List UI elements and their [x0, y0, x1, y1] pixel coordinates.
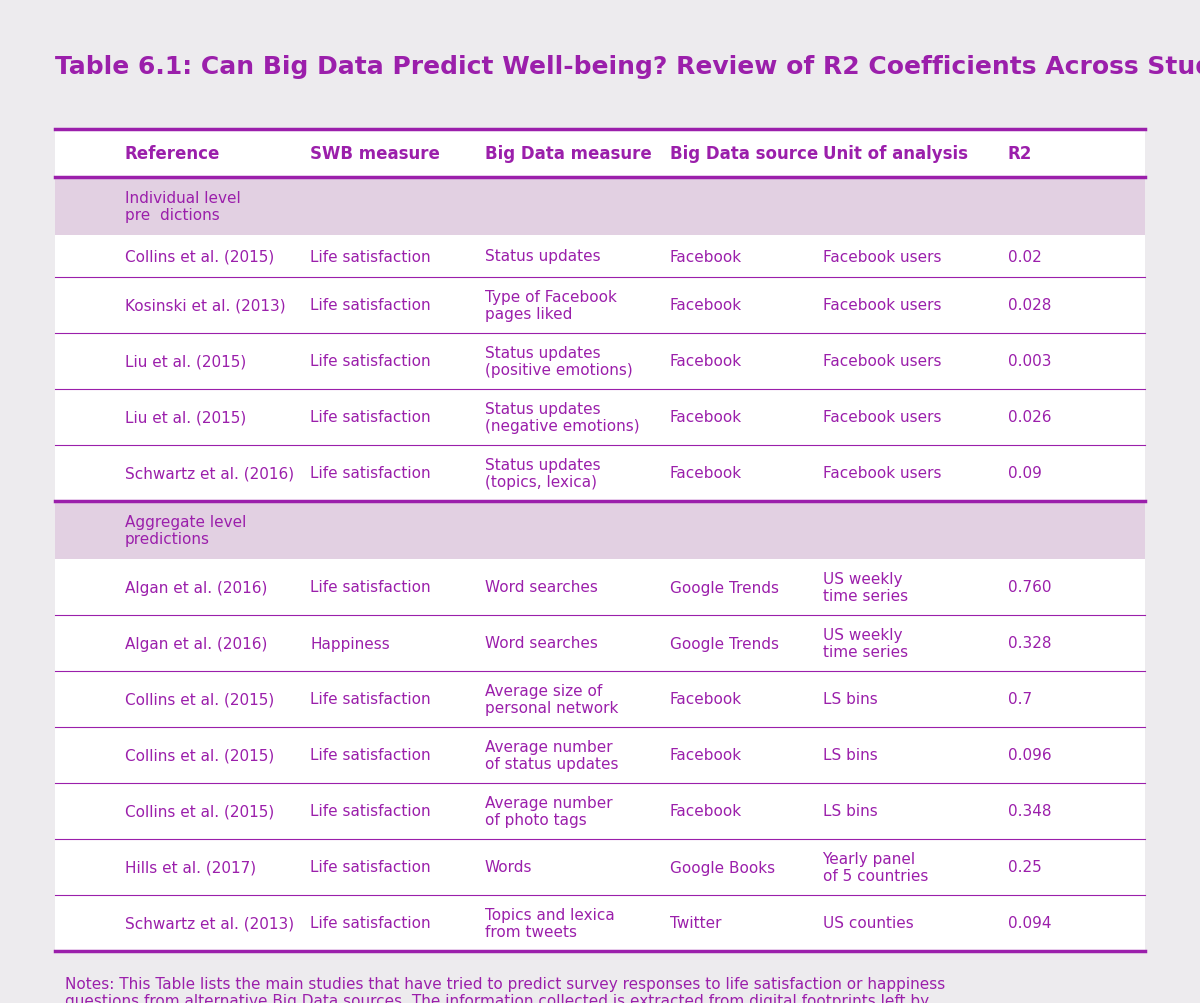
Text: Liu et al. (2015): Liu et al. (2015): [125, 354, 246, 369]
Text: Life satisfaction: Life satisfaction: [311, 250, 431, 264]
Bar: [55, 334, 1145, 389]
Bar: [55, 278, 1145, 334]
Text: Big Data measure: Big Data measure: [485, 144, 652, 162]
Text: Word searches: Word searches: [485, 580, 598, 595]
Bar: [55, 840, 1145, 895]
Text: 0.7: 0.7: [1008, 692, 1032, 707]
Bar: [55, 616, 1145, 671]
Text: Aggregate level
predictions: Aggregate level predictions: [125, 515, 246, 547]
Text: Life satisfaction: Life satisfaction: [311, 916, 431, 931]
Text: Big Data source: Big Data source: [670, 144, 818, 162]
Text: Hills et al. (2017): Hills et al. (2017): [125, 860, 256, 875]
Text: US weekly
time series: US weekly time series: [822, 627, 907, 660]
Text: Average number
of status updates: Average number of status updates: [485, 739, 618, 771]
Text: Notes: This Table lists the main studies that have tried to predict survey respo: Notes: This Table lists the main studies…: [65, 976, 946, 1003]
Text: Reference: Reference: [125, 144, 221, 162]
Text: Status updates
(positive emotions): Status updates (positive emotions): [485, 345, 632, 378]
Text: US counties: US counties: [822, 916, 913, 931]
Text: Happiness: Happiness: [311, 636, 390, 651]
Text: 0.09: 0.09: [1008, 466, 1042, 481]
Text: Algan et al. (2016): Algan et al. (2016): [125, 580, 268, 595]
Text: 0.25: 0.25: [1008, 860, 1042, 875]
Text: Life satisfaction: Life satisfaction: [311, 466, 431, 481]
Text: Collins et al. (2015): Collins et al. (2015): [125, 250, 274, 264]
Text: Algan et al. (2016): Algan et al. (2016): [125, 636, 268, 651]
Text: Google Trends: Google Trends: [670, 580, 779, 595]
Text: Life satisfaction: Life satisfaction: [311, 692, 431, 707]
Text: SWB measure: SWB measure: [311, 144, 440, 162]
Text: 0.094: 0.094: [1008, 916, 1051, 931]
Text: Life satisfaction: Life satisfaction: [311, 298, 431, 313]
Text: Status updates
(topics, lexica): Status updates (topics, lexica): [485, 457, 600, 489]
Text: LS bins: LS bins: [822, 692, 877, 707]
Text: Facebook users: Facebook users: [822, 298, 941, 313]
Text: Collins et al. (2015): Collins et al. (2015): [125, 803, 274, 818]
Text: Average size of
personal network: Average size of personal network: [485, 683, 618, 715]
Bar: [55, 236, 1145, 278]
Text: Word searches: Word searches: [485, 636, 598, 651]
Text: Life satisfaction: Life satisfaction: [311, 860, 431, 875]
Text: Facebook: Facebook: [670, 803, 742, 818]
Text: Facebook: Facebook: [670, 692, 742, 707]
Text: 0.328: 0.328: [1008, 636, 1051, 651]
Text: 0.760: 0.760: [1008, 580, 1051, 595]
Text: Facebook users: Facebook users: [822, 250, 941, 264]
Text: Schwartz et al. (2016): Schwartz et al. (2016): [125, 466, 294, 481]
Text: LS bins: LS bins: [822, 803, 877, 818]
Text: Table 6.1: Can Big Data Predict Well-being? Review of R2 Coefficients Across Stu: Table 6.1: Can Big Data Predict Well-bei…: [55, 55, 1200, 79]
Text: Facebook: Facebook: [670, 298, 742, 313]
Text: Life satisfaction: Life satisfaction: [311, 410, 431, 425]
Text: Words: Words: [485, 860, 532, 875]
Text: R2: R2: [1008, 144, 1032, 162]
Text: LS bins: LS bins: [822, 748, 877, 762]
Text: Individual level
pre  dictions: Individual level pre dictions: [125, 191, 241, 223]
Text: Facebook users: Facebook users: [822, 410, 941, 425]
Text: Google Books: Google Books: [670, 860, 775, 875]
Text: Facebook: Facebook: [670, 250, 742, 264]
Bar: [55, 129, 1145, 951]
Bar: [55, 178, 1145, 236]
Text: Facebook users: Facebook users: [822, 354, 941, 369]
Text: 0.026: 0.026: [1008, 410, 1051, 425]
Text: Topics and lexica
from tweets: Topics and lexica from tweets: [485, 907, 614, 939]
Text: Liu et al. (2015): Liu et al. (2015): [125, 410, 246, 425]
Text: Collins et al. (2015): Collins et al. (2015): [125, 692, 274, 707]
Text: Status updates: Status updates: [485, 250, 600, 264]
Bar: [55, 560, 1145, 616]
Text: Life satisfaction: Life satisfaction: [311, 748, 431, 762]
Text: Type of Facebook
pages liked: Type of Facebook pages liked: [485, 290, 617, 322]
Text: Unit of analysis: Unit of analysis: [822, 144, 967, 162]
Text: Yearly panel
of 5 countries: Yearly panel of 5 countries: [822, 851, 928, 884]
Text: Status updates
(negative emotions): Status updates (negative emotions): [485, 401, 640, 433]
Text: Kosinski et al. (2013): Kosinski et al. (2013): [125, 298, 286, 313]
Text: Facebook: Facebook: [670, 466, 742, 481]
Text: Collins et al. (2015): Collins et al. (2015): [125, 748, 274, 762]
Text: Life satisfaction: Life satisfaction: [311, 803, 431, 818]
Bar: [55, 129, 1145, 178]
Bar: [55, 445, 1145, 502]
Bar: [55, 895, 1145, 951]
Text: Facebook: Facebook: [670, 354, 742, 369]
Text: Schwartz et al. (2013): Schwartz et al. (2013): [125, 916, 294, 931]
Text: 0.348: 0.348: [1008, 803, 1051, 818]
Text: 0.028: 0.028: [1008, 298, 1051, 313]
Text: Life satisfaction: Life satisfaction: [311, 580, 431, 595]
Bar: [55, 727, 1145, 783]
Text: 0.02: 0.02: [1008, 250, 1042, 264]
Bar: [55, 783, 1145, 840]
Bar: [55, 671, 1145, 727]
Text: Facebook users: Facebook users: [822, 466, 941, 481]
Text: 0.096: 0.096: [1008, 748, 1051, 762]
Text: Facebook: Facebook: [670, 748, 742, 762]
Text: Twitter: Twitter: [670, 916, 721, 931]
Text: Life satisfaction: Life satisfaction: [311, 354, 431, 369]
Bar: [55, 502, 1145, 560]
Text: Google Trends: Google Trends: [670, 636, 779, 651]
Text: US weekly
time series: US weekly time series: [822, 572, 907, 604]
Bar: [55, 389, 1145, 445]
Text: 0.003: 0.003: [1008, 354, 1051, 369]
Text: Average number
of photo tags: Average number of photo tags: [485, 795, 612, 827]
Text: Facebook: Facebook: [670, 410, 742, 425]
